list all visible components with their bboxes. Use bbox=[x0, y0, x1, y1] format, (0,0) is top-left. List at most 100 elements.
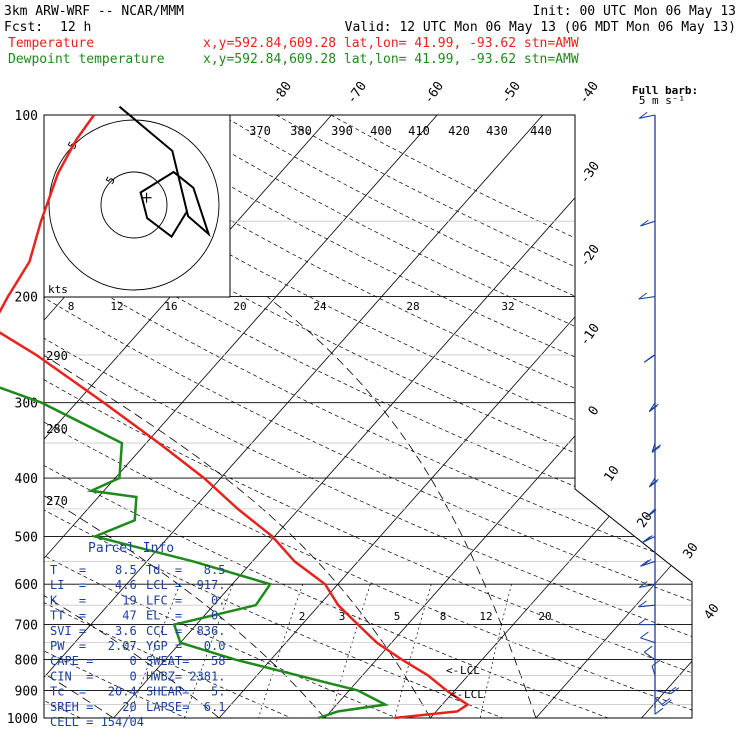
temperature-legend: Temperature bbox=[8, 36, 94, 51]
parcel-row-left: PW = 2.07 bbox=[50, 639, 137, 653]
wind-barb-flag bbox=[642, 558, 652, 566]
dry-adiabat-line bbox=[166, 115, 692, 718]
valid-time: Valid: 12 UTC Mon 06 May 13 (06 MDT Mon … bbox=[345, 20, 736, 35]
parcel-row-right: LFC = 0. bbox=[146, 593, 225, 607]
hodograph-trace bbox=[118, 105, 211, 239]
theta-label: 410 bbox=[408, 124, 430, 138]
wind-barb bbox=[643, 651, 656, 661]
wind-barb-column: Full barb: 5 m s⁻¹ bbox=[632, 84, 698, 715]
wind-barb-flag bbox=[651, 659, 661, 667]
plot-frame bbox=[43, 114, 693, 719]
wind-barb-flag bbox=[638, 581, 648, 588]
isotherm-line bbox=[430, 115, 692, 718]
isotherm-line bbox=[0, 115, 15, 718]
isotherm-label: -70 bbox=[344, 79, 370, 107]
wind-barb bbox=[651, 665, 656, 676]
forecast-hour: 12 h bbox=[60, 20, 91, 35]
mixing-ratio-label: 5 bbox=[394, 610, 401, 623]
theta-label: 440 bbox=[530, 124, 552, 138]
parcel-row-left: CELL = 154/04 bbox=[50, 715, 144, 729]
lcl-markers: <- LCL <- LCL bbox=[446, 664, 484, 701]
model-title: 3km ARW-WRF -- NCAR/MMM bbox=[4, 4, 184, 19]
wind-barb-flag bbox=[647, 509, 657, 517]
mixing-ratio-label: 2 bbox=[299, 610, 306, 623]
parcel-row-right: EL = 0. bbox=[146, 609, 225, 623]
isotherm-label: -50 bbox=[498, 79, 524, 107]
parcel-row-left: Tc = 20.4 bbox=[50, 685, 137, 699]
parcel-row-left: K = 19 bbox=[50, 593, 137, 607]
isotherm-label: 10 bbox=[601, 463, 622, 484]
hodograph-scale-label: 28 bbox=[406, 300, 419, 313]
wind-barb-flag bbox=[661, 698, 671, 705]
mixing-ratio-label: 20 bbox=[538, 610, 551, 623]
wind-barb-flag bbox=[638, 292, 648, 300]
moist-adiabat-line bbox=[266, 296, 537, 718]
wind-barb-flag bbox=[640, 631, 649, 639]
wind-barb-flag bbox=[654, 707, 664, 715]
parcel-row-left: SVI = 3.6 bbox=[50, 624, 137, 638]
wind-barb-flag bbox=[643, 645, 653, 653]
wind-barb bbox=[638, 604, 656, 608]
isotherm-label: -40 bbox=[576, 79, 602, 107]
theta-label: 290 bbox=[46, 349, 68, 363]
parcel-row-left: LI = 4.6 bbox=[50, 578, 137, 592]
wind-barb-flag bbox=[648, 480, 658, 488]
isotherm-line bbox=[641, 115, 692, 718]
wind-barb-flag bbox=[645, 354, 655, 362]
theta-label: 380 bbox=[290, 124, 312, 138]
wind-barb bbox=[640, 560, 656, 567]
wind-barb bbox=[638, 295, 656, 300]
parcel-row-right: LCL = 917. bbox=[146, 578, 225, 592]
parcel-row-right: SHEAR= 5. bbox=[146, 685, 225, 699]
mixing-ratio-line bbox=[479, 584, 512, 718]
hodograph-scale-label: 32 bbox=[501, 300, 514, 313]
wind-barb-flag bbox=[649, 403, 659, 411]
parcel-row-left: CIN = 0 bbox=[50, 669, 137, 683]
wind-barb bbox=[651, 442, 656, 453]
wind-barb bbox=[639, 114, 656, 119]
parcel-row-right: Td = 8.5 bbox=[146, 563, 225, 577]
wind-barb-flag bbox=[638, 600, 647, 608]
parcel-row-left: TT = 47 bbox=[50, 609, 137, 623]
isotherm-label: -20 bbox=[577, 242, 603, 270]
parcel-row-left: CAPE = 0 bbox=[50, 654, 137, 668]
parcel-info-title: Parcel Info bbox=[88, 541, 174, 556]
isotherm-line bbox=[44, 115, 544, 718]
pressure-label: 100 bbox=[15, 109, 38, 124]
isotherm-line bbox=[218, 115, 692, 718]
init-time: Init: 00 UTC Mon 06 May 13 bbox=[533, 4, 737, 19]
pressure-label: 500 bbox=[15, 530, 38, 545]
header: 3km ARW-WRF -- NCAR/MMM Init: 00 UTC Mon… bbox=[4, 4, 736, 67]
theta-label: 390 bbox=[331, 124, 353, 138]
parcel-info-panel: Parcel Info T = 8.5 Td = 8.5 LI = 4.6 LCL =… bbox=[50, 541, 225, 729]
mixing-ratio-labels: 2 3 5 8 12 20 bbox=[299, 610, 552, 623]
isotherm-label: -80 bbox=[269, 79, 295, 107]
isotherm-line bbox=[535, 115, 692, 718]
theta-label: 370 bbox=[249, 124, 271, 138]
mixing-ratio-line bbox=[329, 584, 371, 718]
theta-label: 430 bbox=[486, 124, 508, 138]
wind-barb bbox=[639, 583, 656, 589]
wind-barb bbox=[648, 402, 656, 413]
wind-barb-flag bbox=[652, 444, 661, 452]
wind-barb-flag bbox=[667, 686, 677, 694]
wind-barb-flag bbox=[641, 536, 651, 544]
isotherm-label: 40 bbox=[701, 601, 722, 622]
isotherm-line bbox=[44, 115, 332, 718]
dewpoint-profile-line bbox=[0, 386, 390, 720]
mixing-ratio-label: 3 bbox=[339, 610, 346, 623]
pressure-label: 900 bbox=[15, 684, 38, 699]
mixing-ratio-label: 12 bbox=[479, 610, 492, 623]
hodograph-unit-label: kts bbox=[48, 283, 68, 296]
parcel-row-left: T = 8.5 bbox=[50, 563, 137, 577]
dry-adiabat-line bbox=[276, 115, 692, 718]
wind-barb bbox=[640, 220, 656, 227]
moist-adiabat-line bbox=[44, 296, 431, 718]
wind-key-unit: 5 m s⁻¹ bbox=[639, 94, 685, 107]
wind-barb-flag bbox=[648, 405, 658, 413]
isotherm-label: -10 bbox=[577, 321, 603, 349]
wind-barb-flag bbox=[651, 446, 661, 453]
lcl-label-lower: LCL bbox=[464, 688, 484, 701]
